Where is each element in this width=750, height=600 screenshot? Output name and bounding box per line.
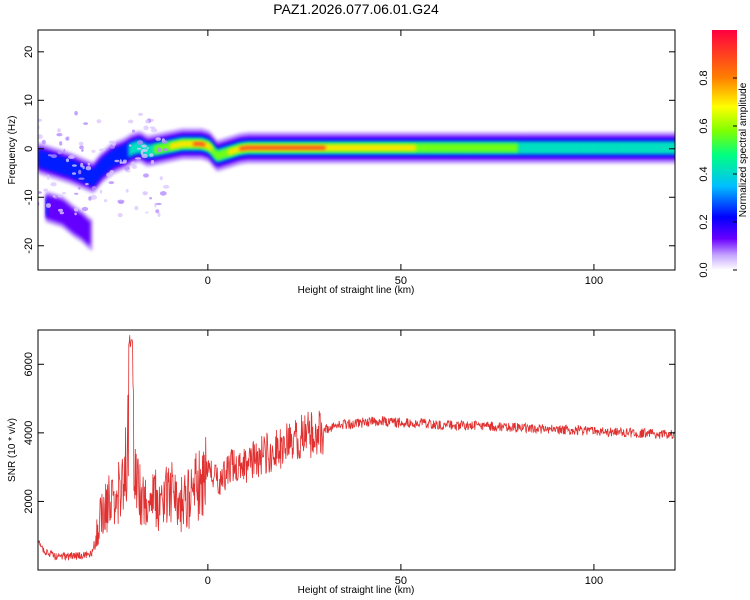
x-tick-label: 0 xyxy=(205,275,211,287)
spectrogram-panel: 0 50 100 -20 -10 0 10 20 Height of straight li… xyxy=(7,29,676,296)
snr-x-ticks: 0 50 100 xyxy=(205,330,603,587)
colorbar-gradient xyxy=(712,30,737,270)
snr-x-axis-label: Height of straight line (km) xyxy=(298,585,415,596)
figure-title: PAZ1.2026.077.06.01.G24 xyxy=(273,1,439,17)
spectrogram-x-ticks: 0 50 100 xyxy=(205,30,603,287)
x-tick-label: 100 xyxy=(585,575,603,587)
snr-series-line xyxy=(38,335,675,561)
ridge-band-6 xyxy=(193,142,326,151)
snr-frame xyxy=(37,329,676,571)
colorbar-label: Normalized spectral amplitude xyxy=(738,82,749,217)
y-tick-label: 0 xyxy=(23,146,35,152)
y-tick-label: -20 xyxy=(23,238,35,254)
spectrogram-speckle xyxy=(38,110,170,218)
colorbar-ticks: 0.0 0.2 0.4 0.6 0.8 xyxy=(698,70,737,278)
colorbar: 0.0 0.2 0.4 0.6 0.8 Normalized spectral ampl… xyxy=(698,30,749,278)
spectrogram-y-axis-label: Frequency (Hz) xyxy=(7,116,18,185)
snr-plot-area xyxy=(38,330,675,570)
x-tick-label: 100 xyxy=(585,275,603,287)
spectrogram-marks xyxy=(38,110,675,251)
x-tick-label: 50 xyxy=(395,575,407,587)
snr-y-ticks: 2000 4000 6000 xyxy=(23,352,675,514)
y-tick-label: 2000 xyxy=(23,489,35,513)
y-tick-label: 4000 xyxy=(23,421,35,445)
x-tick-label: 50 xyxy=(395,275,407,287)
spectrogram-frame xyxy=(37,29,676,271)
y-tick-label: 6000 xyxy=(23,352,35,376)
spectrogram-y-ticks: -20 -10 0 10 20 xyxy=(23,46,675,254)
y-tick-label: -10 xyxy=(23,189,35,205)
colorbar-tick-label: 0.6 xyxy=(698,118,710,133)
colorbar-tick-label: 0.4 xyxy=(698,166,710,181)
y-tick-label: 20 xyxy=(23,46,35,58)
colorbar-tick-label: 0.0 xyxy=(698,262,710,277)
snr-marks xyxy=(38,335,675,561)
colorbar-tick-label: 0.8 xyxy=(698,70,710,85)
snr-y-axis-label: SNR (10 * v/v) xyxy=(7,418,18,482)
x-tick-label: 0 xyxy=(205,575,211,587)
colorbar-tick-label: 0.2 xyxy=(698,214,710,229)
spectrogram-x-axis-label: Height of straight line (km) xyxy=(298,285,415,296)
snr-panel: 0 50 100 2000 4000 6000 Height of straight l… xyxy=(7,329,676,596)
y-tick-label: 10 xyxy=(23,94,35,106)
